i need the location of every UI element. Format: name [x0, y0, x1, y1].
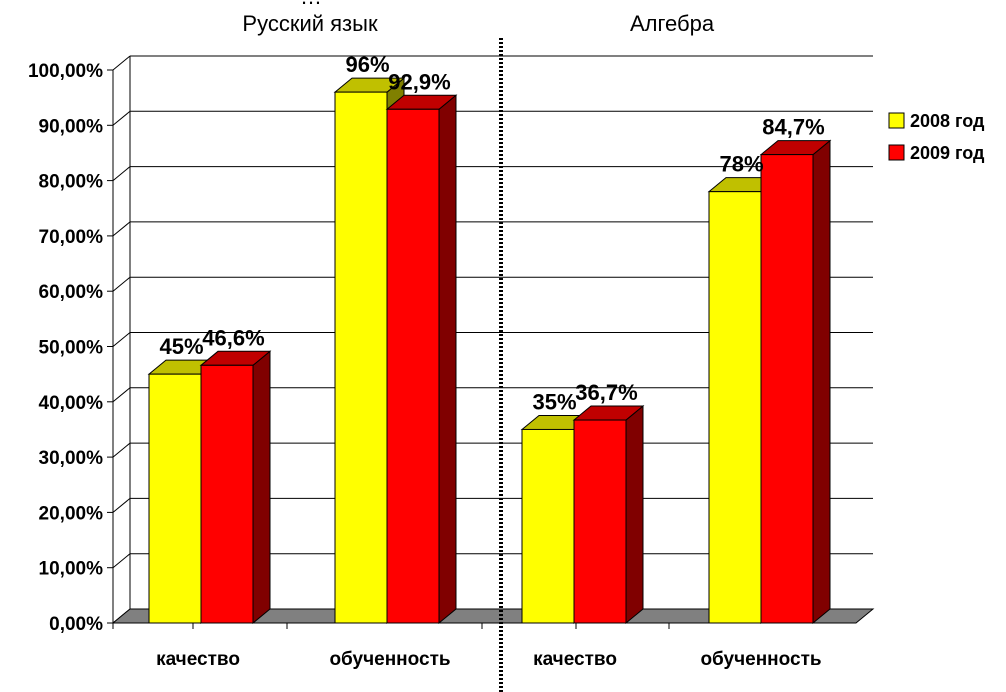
category-labels: качество обученность качество обученность [156, 649, 821, 670]
gridline-depth [112, 553, 131, 569]
data-label: 78% [719, 152, 763, 177]
bar-side [438, 94, 457, 625]
bars [147, 77, 832, 625]
x-category-label: обученность [329, 649, 450, 670]
bar-side [252, 350, 271, 625]
data-label: 92,9% [388, 69, 450, 94]
gridline-depth [112, 221, 131, 237]
data-label: 35% [532, 389, 576, 414]
gridline-depth [112, 498, 131, 513]
y-tick-label: 100,00% [28, 61, 103, 82]
y-tick-label: 90,00% [39, 116, 104, 137]
bar-front [521, 428, 575, 624]
y-tick-label: 60,00% [39, 282, 104, 303]
legend-swatch [888, 144, 905, 161]
y-axis: 0,00% 10,00% 20,00% 30,00% 40,00% 50,00% 60,00… [28, 61, 856, 635]
data-labels: 45%46,6% 96%92,9% 35%36,7% 78% 84,7% [159, 52, 824, 414]
y-tick-label: 80,00% [39, 172, 104, 193]
legend-label: 2008 год [910, 111, 985, 131]
legend: 2008 год 2009 год [888, 111, 985, 163]
bar-side [625, 404, 644, 625]
y-tick-label: 70,00% [39, 227, 104, 248]
gridline-depth [112, 110, 131, 126]
gridline-depth [112, 332, 131, 347]
group-title: Русский язык [242, 11, 378, 36]
bar-front [200, 364, 254, 624]
bar-front [760, 154, 814, 624]
y-tick-label: 30,00% [39, 448, 104, 469]
data-label: 36,7% [575, 380, 637, 405]
gridline-depth [112, 276, 131, 292]
top-title-fragment: … [300, 0, 322, 9]
data-label: 96% [345, 52, 389, 77]
bar-front [148, 373, 202, 624]
y-tick-label: 20,00% [39, 503, 104, 524]
bar-front [708, 191, 762, 624]
y-tick-label: 40,00% [39, 393, 104, 414]
chart-title-fragment: … [300, 0, 322, 9]
bar-series-2 [199, 350, 272, 625]
bar-front [386, 108, 440, 624]
bar-side [812, 139, 831, 625]
y-tick-label: 10,00% [39, 559, 104, 580]
y-tick-label: 0,00% [49, 614, 103, 635]
y-tick-label: 50,00% [39, 338, 104, 359]
data-label: 45% [159, 334, 203, 359]
gridline-depth [112, 166, 131, 181]
group-titles: Русский язык Алгебра [242, 11, 714, 36]
data-label: 46,6% [202, 325, 264, 350]
gridline-depth [112, 442, 131, 458]
gridline-depth [112, 387, 131, 403]
legend-item: 2008 год [888, 111, 985, 131]
bar-series-2 [759, 139, 832, 625]
legend-item: 2009 год [888, 143, 985, 163]
gridline-depth [112, 55, 131, 71]
bar-front [334, 91, 388, 624]
bar-series-2 [385, 94, 458, 625]
legend-swatch [888, 112, 905, 129]
legend-label: 2009 год [910, 143, 985, 163]
bar-series-2 [572, 404, 645, 625]
x-category-label: обученность [700, 649, 821, 670]
x-category-label: качество [156, 649, 240, 670]
x-category-label: качество [533, 649, 617, 670]
group-title: Алгебра [630, 11, 715, 36]
data-label: 84,7% [762, 115, 824, 140]
bar-front [573, 419, 627, 624]
